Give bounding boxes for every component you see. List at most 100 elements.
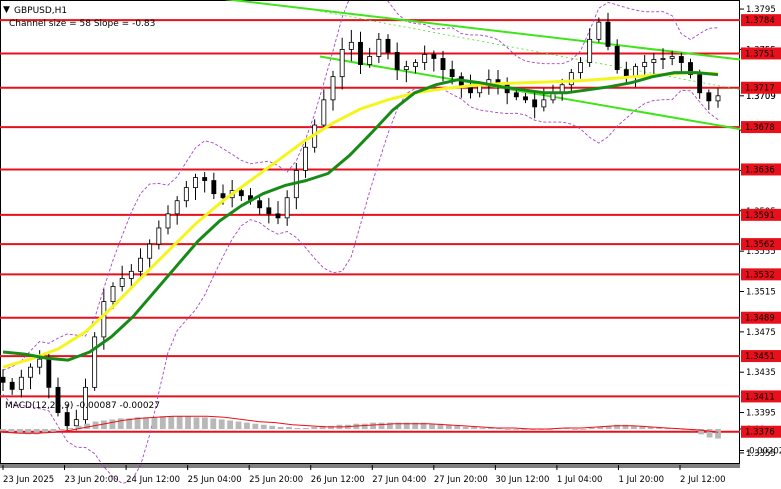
symbol-arrow-icon: ▼	[3, 5, 10, 15]
macd-histogram-bar	[471, 426, 477, 430]
candle-body	[697, 74, 703, 94]
macd-histogram-bar	[260, 424, 267, 430]
support-resistance-levels	[0, 19, 740, 433]
candle-body	[513, 92, 519, 98]
candle-body	[449, 69, 455, 78]
candle-body	[614, 45, 620, 70]
candle-body	[28, 366, 33, 378]
level-tag-label: 1.3717	[745, 84, 775, 94]
macd-histogram-bar	[614, 424, 620, 430]
channel-info-label: Channel size = 58 Slope = -0.83	[9, 19, 155, 29]
candle-body	[440, 58, 446, 70]
macd-label: MACD(12,26,9) -0.00087 -0.00027	[5, 401, 160, 411]
macd-histogram-bar	[387, 422, 393, 430]
candle-body	[642, 62, 648, 67]
macd-histogram-bar	[546, 429, 553, 430]
macd-histogram-bar	[605, 425, 612, 430]
level-tag-label: 1.3562	[745, 240, 775, 250]
candle-body	[266, 207, 272, 215]
candle-body	[715, 95, 721, 102]
bollinger-lower	[2, 87, 719, 484]
level-tag-box	[741, 425, 781, 438]
candle-body	[394, 52, 400, 70]
candle-body	[587, 38, 593, 63]
time-tick-label: 30 Jun 12:00	[495, 475, 549, 485]
macd-histogram-bar	[126, 418, 133, 430]
candle-body	[165, 213, 171, 229]
macd-histogram-bar	[715, 429, 721, 439]
macd-histogram-bar	[42, 429, 48, 434]
macd-histogram-bar	[75, 425, 82, 430]
candle-body	[431, 54, 437, 59]
candle-body	[46, 358, 52, 388]
level-tag-label: 1.3751	[745, 49, 775, 59]
price-tick-label: 1.3795	[746, 5, 776, 15]
price-tick-label: 1.3435	[746, 368, 776, 378]
macd-histogram-bar	[286, 426, 292, 430]
macd-histogram-bar	[630, 425, 637, 430]
price-tick-label: 1.3515	[746, 288, 776, 298]
price-tick-label: 1.3355	[746, 449, 776, 459]
candle-body	[605, 21, 611, 47]
candle-body	[596, 21, 602, 40]
candle-body	[623, 69, 629, 78]
candle-body	[376, 38, 382, 57]
macd-histogram-bar	[84, 423, 91, 430]
bollinger-bands	[2, 0, 719, 484]
level-tag-box	[741, 208, 781, 221]
macd-histogram-bar	[109, 419, 116, 430]
macd-histogram-bar	[572, 429, 578, 430]
price-tick-label: 1.3709	[746, 92, 776, 102]
macd-histogram-bar	[513, 429, 520, 430]
level-tag-box	[741, 14, 781, 27]
price-tick-label: 1.3555	[746, 247, 776, 257]
level-tag-label: 1.3532	[745, 270, 775, 280]
macd-histogram-bar	[647, 426, 654, 430]
candle-body	[422, 54, 428, 63]
candle-body	[688, 62, 693, 76]
macd-histogram-bar	[134, 417, 141, 430]
moving-averages	[2, 71, 719, 369]
macd-histogram-bar	[412, 422, 419, 430]
macd-histogram-bar	[168, 416, 175, 430]
macd-histogram-bar	[479, 427, 486, 430]
macd-histogram-bar	[159, 416, 166, 430]
candle-body	[128, 270, 134, 279]
macd-histogram-bar	[58, 429, 65, 431]
level-tag-label: 1.3678	[745, 123, 775, 133]
level-tag-label: 1.3636	[745, 165, 775, 175]
time-tick-label: 23 Jun 2025	[3, 475, 54, 485]
macd-histogram-bar	[218, 419, 225, 430]
macd-histogram-bar	[361, 423, 368, 430]
macd-histogram-bar	[504, 429, 511, 430]
macd-histogram-bar	[588, 427, 595, 430]
macd-histogram-bar	[227, 420, 234, 430]
macd-histogram-bar	[689, 429, 696, 432]
candle-body	[220, 193, 226, 199]
macd-histogram-bar	[25, 429, 32, 435]
level-tag-label: 1.3784	[745, 16, 775, 26]
time-tick-label: 23 Jun 20:00	[65, 475, 119, 485]
macd-histogram-bar	[639, 425, 646, 430]
macd-histogram-bar	[302, 427, 309, 430]
candle-body	[468, 86, 473, 94]
candle-body	[660, 58, 666, 60]
time-tick-label: 27 Jun 04:00	[372, 475, 426, 485]
symbol-timeframe-label: GBPUSD,H1	[14, 6, 67, 16]
level-tag-label: 1.3376	[745, 428, 775, 438]
candle-body	[403, 66, 409, 70]
price-channel	[224, 0, 741, 131]
price-level-tags: 1.3784 1.3751 1.3717 1.3678 1.3636 1.3591 1.35…	[741, 14, 781, 438]
candle-body	[284, 197, 290, 219]
time-tick-label: 1 Jul 20:00	[618, 475, 664, 485]
macd-histogram-bar	[294, 427, 301, 430]
macd-histogram-bar	[269, 425, 276, 430]
macd-histogram-bar	[117, 418, 124, 430]
candle-body	[348, 41, 354, 50]
ema-slow-line	[2, 71, 719, 369]
candle-body	[55, 386, 61, 413]
candle-body	[257, 200, 263, 209]
candle-body	[321, 99, 327, 126]
candle-body	[669, 56, 675, 59]
